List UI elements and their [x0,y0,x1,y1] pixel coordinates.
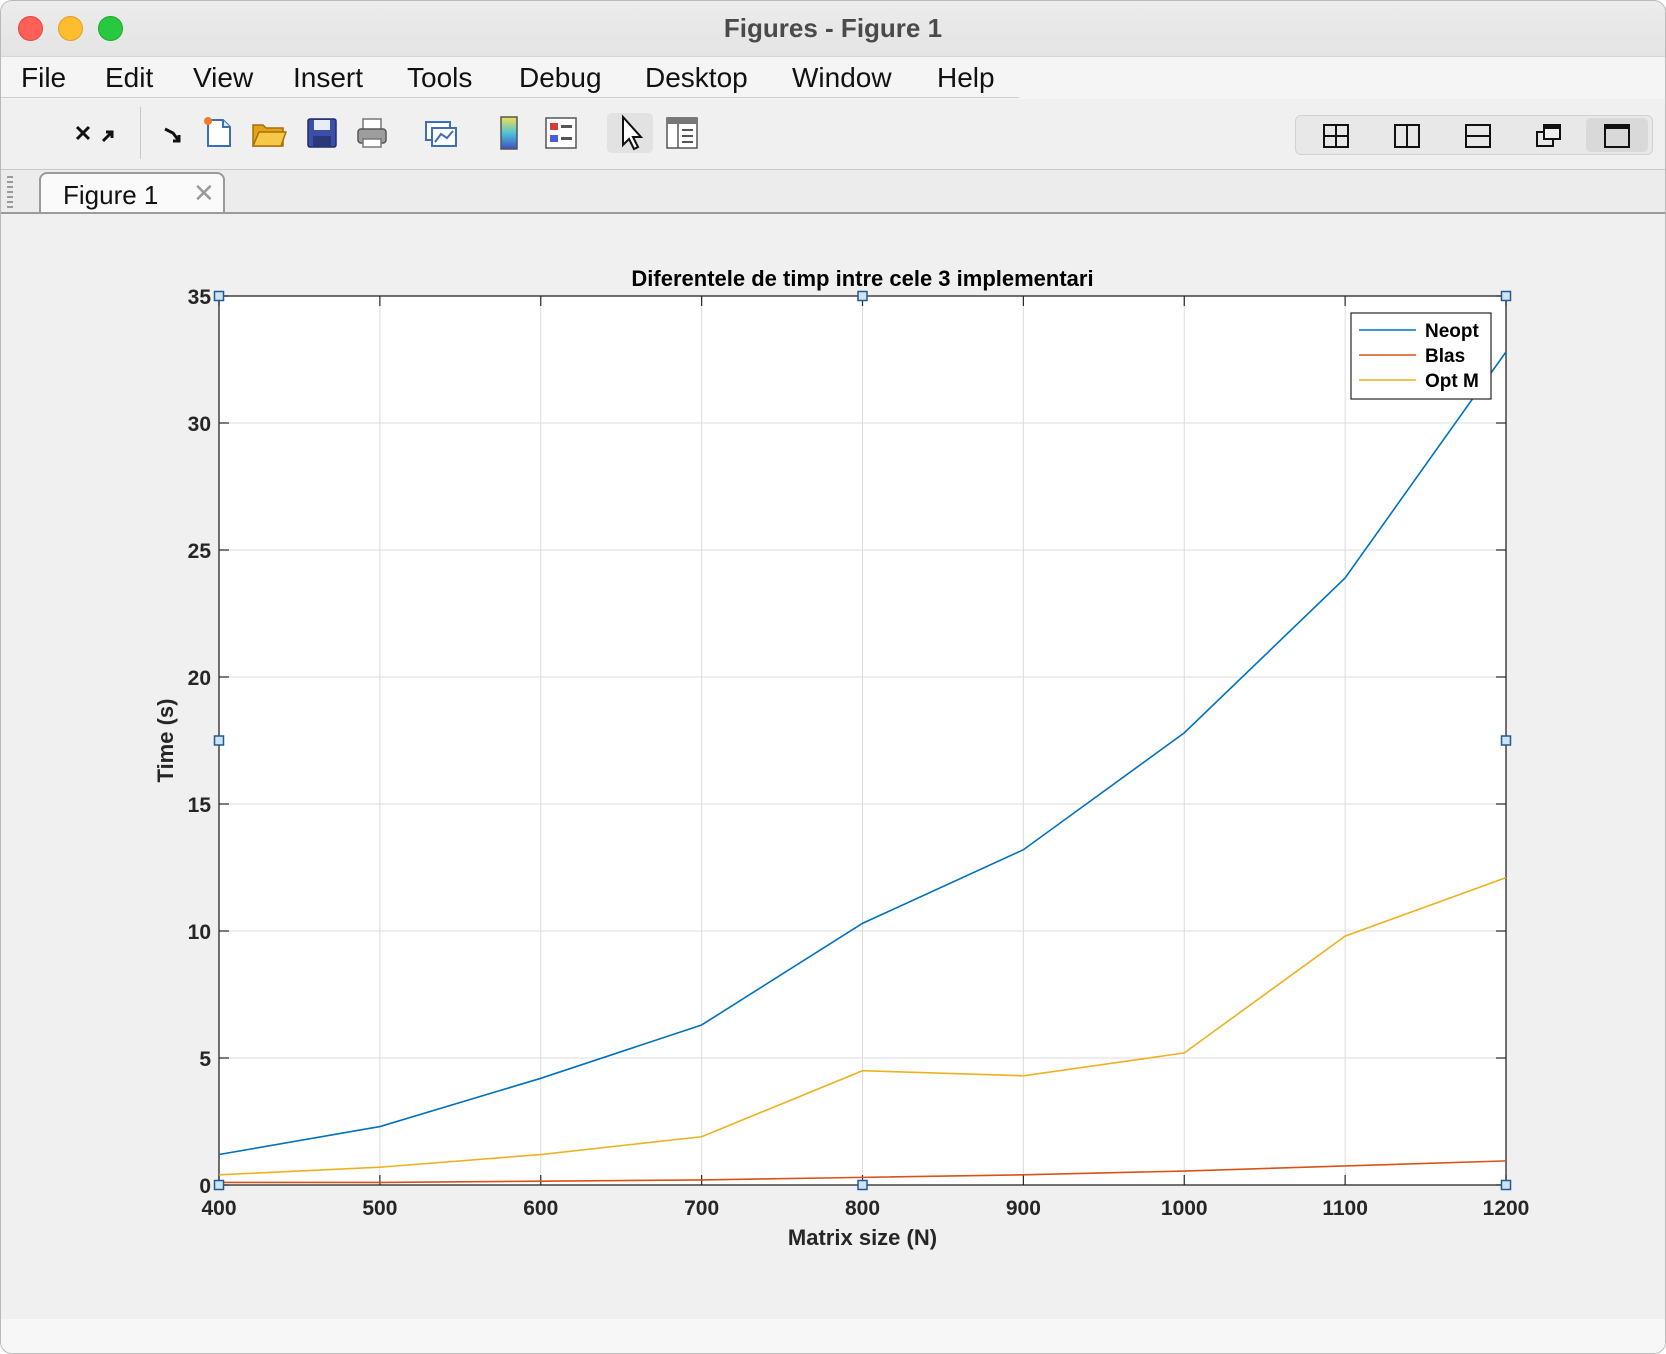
close-window-button[interactable] [18,16,43,41]
legend-label: Neopt [1425,321,1480,342]
open-file-icon[interactable] [251,117,288,149]
tab-strip-grip[interactable] [7,176,13,208]
x-tick-label: 1100 [1322,1197,1368,1220]
menu-tools[interactable]: Tools [407,62,473,93]
menu-debug[interactable]: Debug [519,62,602,93]
window-title: Figures - Figure 1 [723,13,943,43]
menu-view[interactable]: View [193,62,254,93]
tab-figure-1-label: Figure 1 [63,180,159,210]
undock-icon[interactable] [73,119,123,149]
property-inspector-icon[interactable] [665,116,699,150]
x-tick-label: 800 [845,1197,880,1220]
x-tick-label: 400 [201,1197,236,1220]
colorbar-icon[interactable] [497,115,521,151]
link-plot-icon[interactable] [423,116,459,150]
save-icon[interactable] [305,116,339,150]
selection-handle[interactable] [1500,1179,1512,1191]
legend-label: Opt M [1425,371,1479,392]
series-line-blas[interactable] [219,1160,1507,1184]
toolbar [1,99,1665,170]
layout-button-group [1295,115,1653,155]
x-tick-label: 600 [523,1197,558,1220]
x-tick-label: 1000 [1161,1197,1208,1220]
menu-insert[interactable]: Insert [293,62,364,93]
x-axis-label: Matrix size (N) [788,1225,937,1250]
tab-strip-baseline [1,212,1665,214]
menu-help[interactable]: Help [937,62,995,93]
y-tick-label: 30 [188,413,211,436]
legend-icon[interactable] [544,116,578,150]
left-right-layout-icon[interactable] [1376,118,1438,152]
float-layout-icon[interactable] [1518,118,1580,152]
y-axis-label: Time (s) [153,699,178,783]
arrow-icon[interactable] [161,119,191,149]
figure-tab-strip: Figure 1 ✕ [1,170,1665,214]
menu-edit[interactable]: Edit [105,62,154,93]
tab-close-icon[interactable]: ✕ [193,178,215,208]
menu-divider [1,97,1019,98]
chart-title: Diferentele de timp intre cele 3 impleme… [631,266,1093,291]
edit-plot-icon[interactable] [607,113,653,153]
selection-handle[interactable] [213,290,225,302]
selection-handle[interactable] [213,1179,225,1191]
selection-handle[interactable] [1500,735,1512,746]
series-line-opt-m[interactable] [218,876,1507,1176]
legend-label: Blas [1425,346,1465,367]
top-bottom-layout-icon[interactable] [1447,118,1509,152]
series-line-neopt[interactable] [218,351,1507,1156]
x-tick-label: 900 [1006,1197,1041,1220]
minimize-window-button[interactable] [58,16,83,41]
maximize-layout-icon[interactable] [1586,118,1648,152]
x-tick-label: 1200 [1483,1197,1530,1220]
y-tick-label: 10 [188,921,211,944]
y-tick-label: 25 [188,540,212,563]
menu-bar: File Edit View Insert Tools Debug Deskto… [1,57,1665,99]
selection-handle[interactable] [857,1179,868,1191]
selection-handle[interactable] [1500,290,1512,302]
bottom-status-area [1,1319,1665,1353]
menu-file[interactable]: File [21,62,67,93]
tile-layout-icon[interactable] [1305,118,1367,152]
y-tick-label: 0 [199,1175,211,1198]
new-figure-icon[interactable] [201,115,235,149]
tab-figure-1[interactable]: Figure 1 ✕ [39,172,225,214]
title-bar[interactable]: Figures - Figure 1 [1,1,1665,57]
zoom-window-button[interactable] [98,16,123,41]
selection-handle[interactable] [213,735,225,746]
menu-window[interactable]: Window [792,62,892,93]
y-tick-label: 35 [188,286,212,309]
figure-canvas[interactable]: 400 500 600 700 800 900 1000 1100 1200 0 5 10 15 20 25… [1,215,1665,1353]
print-icon[interactable] [355,116,389,150]
toolbar-separator [140,107,141,159]
y-tick-label: 20 [188,667,211,690]
y-tick-label: 5 [199,1048,211,1071]
x-tick-label: 700 [684,1197,719,1220]
x-tick-label: 500 [362,1197,397,1220]
menu-desktop[interactable]: Desktop [645,62,748,93]
selection-handle[interactable] [857,290,868,302]
legend-box[interactable] [1350,312,1492,400]
y-tick-label: 15 [188,794,212,817]
line-chart[interactable]: 400 500 600 700 800 900 1000 1100 1200 0 5 10 15 20 25… [1,215,1665,1315]
